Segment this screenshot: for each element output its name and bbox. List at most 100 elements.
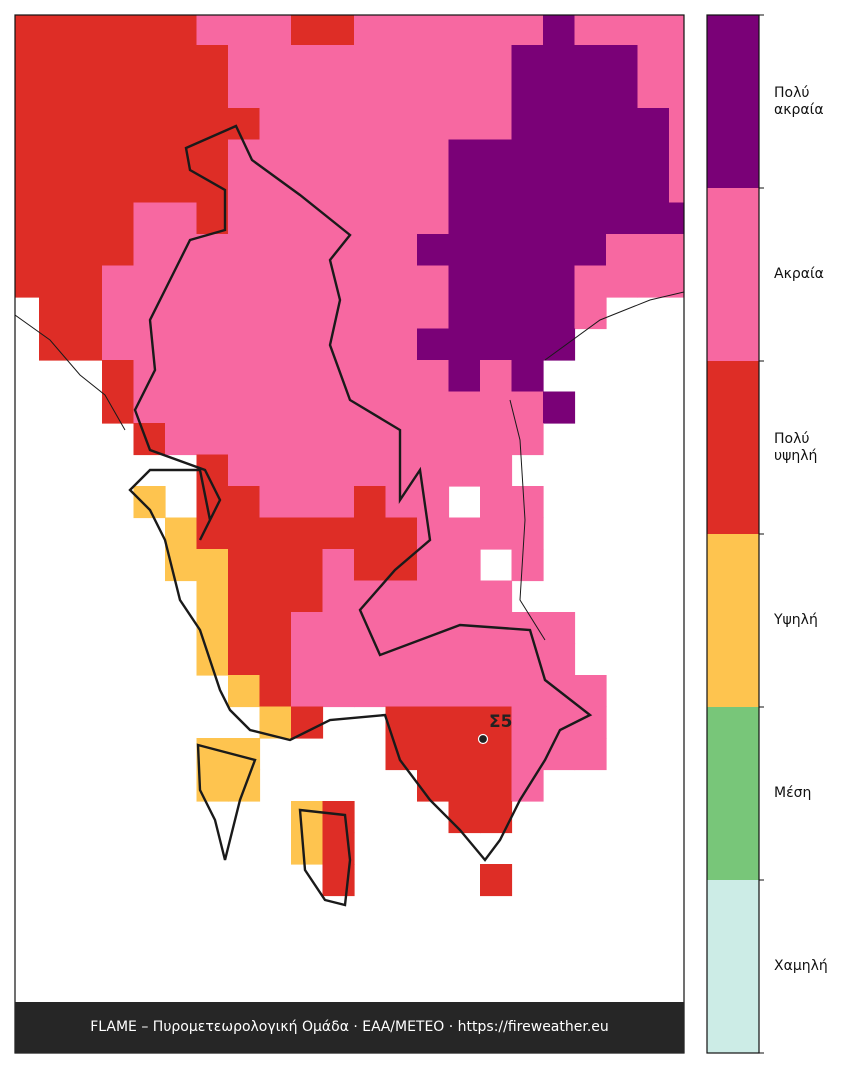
grid-cell (228, 45, 261, 78)
grid-cell (385, 76, 418, 109)
grid-cell (417, 643, 450, 676)
grid-cell (165, 108, 198, 141)
grid-cell (543, 15, 576, 46)
grid-cell (417, 423, 450, 456)
grid-cell (385, 580, 418, 613)
grid-cell (70, 328, 103, 361)
grid-cell (133, 76, 166, 109)
grid-cell (102, 139, 135, 172)
grid-cell (511, 517, 544, 550)
grid-cell (196, 76, 229, 109)
grid-cell (448, 234, 481, 267)
grid-cell (39, 202, 72, 235)
grid-cell (543, 171, 576, 204)
grid-cell (417, 265, 450, 298)
grid-cell (511, 171, 544, 204)
grid-cell (606, 202, 639, 235)
grid-cell (511, 486, 544, 519)
grid-cell (354, 549, 387, 582)
grid-cell (291, 297, 324, 330)
grid-cell (480, 864, 513, 897)
grid-cell (385, 517, 418, 550)
legend-frame (706, 14, 760, 1054)
grid-cell (228, 265, 261, 298)
grid-cell (259, 391, 292, 424)
grid-cell (259, 297, 292, 330)
grid-cell (259, 234, 292, 267)
grid-cell (543, 328, 576, 361)
grid-cell (228, 108, 261, 141)
grid-cell (574, 171, 607, 204)
legend-label: Ακραία (774, 266, 824, 282)
grid-cell (417, 139, 450, 172)
grid-cell (322, 801, 355, 834)
grid-cell (102, 45, 135, 78)
grid-cell (417, 769, 450, 802)
grid-cell (322, 675, 355, 708)
grid-cell (291, 360, 324, 393)
grid-cell (543, 643, 576, 676)
grid-cell (291, 45, 324, 78)
grid-cell (354, 454, 387, 487)
grid-cell (291, 202, 324, 235)
grid-cell (39, 15, 72, 46)
grid-cell (259, 517, 292, 550)
grid-cell (385, 297, 418, 330)
grid-cell (322, 612, 355, 645)
grid-cell (39, 108, 72, 141)
grid-cell (196, 139, 229, 172)
grid-cell (228, 360, 261, 393)
grid-cell (291, 108, 324, 141)
grid-cell (417, 45, 450, 78)
legend-swatch (707, 188, 759, 362)
grid-cell (637, 265, 670, 298)
grid-cell (511, 108, 544, 141)
grid-cell (259, 202, 292, 235)
grid-cell (511, 769, 544, 802)
grid-cell (165, 360, 198, 393)
grid-cell (165, 171, 198, 204)
grid-cell (102, 234, 135, 267)
grid-cell (15, 108, 40, 141)
grid-cell (637, 76, 670, 109)
grid-cell (417, 360, 450, 393)
grid-cell (39, 297, 72, 330)
grid-cell (637, 171, 670, 204)
grid-cell (448, 76, 481, 109)
grid-cell (574, 265, 607, 298)
grid-cell (322, 76, 355, 109)
grid-cell (480, 517, 513, 550)
grid-cell (228, 549, 261, 582)
grid-cell (511, 360, 544, 393)
grid-cell (196, 15, 229, 46)
grid-cell (480, 801, 513, 834)
grid-cell (385, 643, 418, 676)
legend-label: Χαμηλή (774, 958, 828, 974)
grid-cell (228, 234, 261, 267)
grid-cell (606, 234, 639, 267)
grid-cell (354, 108, 387, 141)
grid-cell (354, 675, 387, 708)
grid-cell (354, 328, 387, 361)
legend-swatch (707, 15, 759, 189)
grid-cell (417, 706, 450, 739)
legend-swatch (707, 534, 759, 708)
station-label: Σ5 (489, 712, 513, 732)
grid-cell (322, 108, 355, 141)
grid-cell (354, 612, 387, 645)
grid-cell (480, 171, 513, 204)
grid-cell (196, 738, 229, 771)
grid-cell (448, 108, 481, 141)
grid-cell (354, 360, 387, 393)
grid-cell (385, 234, 418, 267)
grid-cell (669, 15, 684, 46)
legend-label: Μέση (774, 785, 812, 801)
grid-cell (259, 76, 292, 109)
grid-cell (511, 202, 544, 235)
footer: FLAME – Πυρομετεωρολογική Ομάδα · ΕΑΑ/ΜΕ… (15, 1002, 684, 1053)
legend-swatch (707, 880, 759, 1054)
legend-label: Υψηλή (774, 612, 818, 628)
grid-cell (165, 517, 198, 550)
grid-cell (511, 265, 544, 298)
grid-cell (417, 76, 450, 109)
